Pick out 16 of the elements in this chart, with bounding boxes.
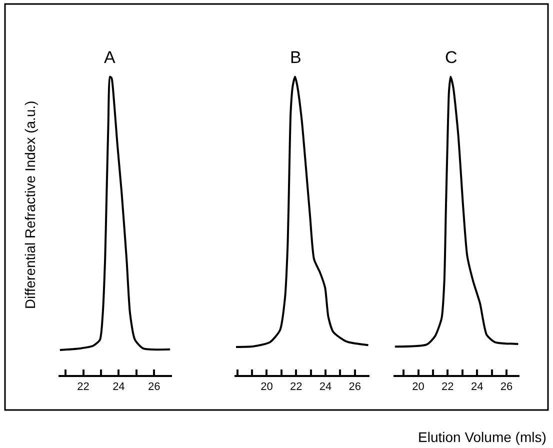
x-tick-label: 24	[470, 380, 484, 393]
x-tick-label: 22	[77, 380, 90, 393]
x-tick-label: 24	[112, 380, 125, 393]
chart-title: C	[445, 48, 458, 67]
chart-title: B	[290, 48, 302, 67]
x-tick-label: 22	[290, 380, 302, 393]
y-axis-title: Differential Refractive Index (a.u.)	[22, 100, 38, 309]
x-tick-label: 20	[412, 380, 424, 393]
x-tick-label: 24	[319, 380, 332, 393]
x-tick-label: 26	[148, 380, 160, 393]
x-axis-title: Elution Volume (mls)	[418, 429, 546, 445]
chart-title: A	[104, 48, 116, 67]
x-tick-label: 26	[348, 380, 362, 393]
x-tick-label: 22	[442, 380, 454, 393]
x-tick-label: 20	[260, 380, 273, 393]
x-tick-label: 26	[500, 380, 513, 393]
